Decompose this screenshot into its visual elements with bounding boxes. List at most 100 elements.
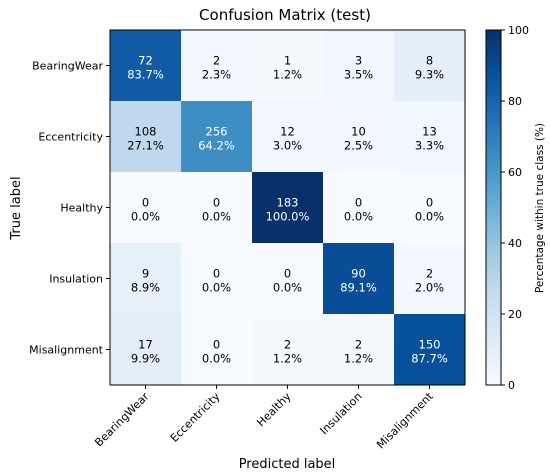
cell-percent-label: 89.1%	[340, 281, 377, 295]
cell-count-label: 12	[280, 125, 295, 139]
colorbar-tick-label: 40	[508, 237, 522, 250]
cell-percent-label: 83.7%	[127, 68, 164, 82]
x-tick-label: BearingWear	[92, 390, 152, 450]
cell-count-label: 2	[213, 54, 220, 68]
y-tick-label: BearingWear	[32, 60, 103, 73]
heatmap-cells	[110, 30, 466, 386]
colorbar: 0 20 40 60 80 100	[485, 24, 529, 392]
heatmap-cell	[394, 172, 466, 244]
heatmap-cell	[110, 30, 182, 102]
cell-percent-label: 2.5%	[344, 139, 373, 153]
cell-percent-label: 8.9%	[131, 281, 160, 295]
heatmap-cell	[252, 314, 324, 386]
cell-count-label: 72	[138, 54, 153, 68]
cell-percent-label: 27.1%	[127, 139, 164, 153]
cell-count-label: 17	[138, 338, 153, 352]
cell-count-label: 183	[277, 196, 299, 210]
cell-percent-label: 1.2%	[273, 352, 302, 366]
heatmap-cell	[252, 30, 324, 102]
cell-percent-label: 0.0%	[344, 210, 373, 224]
colorbar-tick-label: 60	[508, 166, 522, 179]
heatmap-cell	[181, 243, 253, 315]
cell-count-label: 8	[426, 54, 433, 68]
heatmap-cell	[110, 243, 182, 315]
cell-count-label: 2	[355, 338, 362, 352]
y-tick-label: Misalignment	[29, 344, 104, 357]
cell-percent-label: 1.2%	[344, 352, 373, 366]
cell-count-label: 0	[213, 338, 220, 352]
cell-count-label: 0	[213, 267, 220, 281]
cell-percent-label: 0.0%	[202, 210, 231, 224]
heatmap-cell	[323, 101, 395, 173]
heatmap-cell	[323, 314, 395, 386]
cell-percent-label: 64.2%	[198, 139, 235, 153]
plot-frame	[109, 29, 466, 386]
heatmap-cell	[252, 243, 324, 315]
heatmap-cell	[252, 172, 324, 244]
cell-percent-label: 87.7%	[411, 352, 448, 366]
cell-percent-label: 3.5%	[344, 68, 373, 82]
heatmap-cell	[252, 101, 324, 173]
heatmap-cell	[110, 314, 182, 386]
colorbar-tick-label: 100	[508, 24, 529, 37]
cell-percent-label: 9.3%	[415, 68, 444, 82]
heatmap-cell	[110, 101, 182, 173]
cell-percent-label: 0.0%	[273, 281, 302, 295]
cell-count-label: 256	[206, 125, 228, 139]
chart-title: Confusion Matrix (test)	[199, 6, 371, 24]
cell-count-label: 13	[422, 125, 437, 139]
cell-count-label: 90	[351, 267, 366, 281]
cell-percent-label: 2.3%	[202, 68, 231, 82]
cell-percent-label: 2.0%	[415, 281, 444, 295]
cell-count-label: 0	[426, 196, 433, 210]
cell-count-label: 3	[355, 54, 362, 68]
x-tick-label: Eccentricity	[168, 390, 223, 445]
heatmap-cell	[394, 314, 466, 386]
cell-count-label: 9	[142, 267, 149, 281]
cell-count-label: 0	[213, 196, 220, 210]
heatmap-cell	[181, 172, 253, 244]
colorbar-tick-label: 80	[508, 95, 522, 108]
cell-count-label: 1	[284, 54, 291, 68]
heatmap-cell	[323, 172, 395, 244]
cell-percent-label: 1.2%	[273, 68, 302, 82]
cell-percent-label: 0.0%	[131, 210, 160, 224]
cell-count-label: 108	[135, 125, 157, 139]
cell-count-label: 150	[419, 338, 441, 352]
cell-percent-label: 9.9%	[131, 352, 160, 366]
heatmap-cell	[181, 314, 253, 386]
heatmap-cell	[394, 243, 466, 315]
x-axis-ticks: BearingWear Eccentricity Healthy Insulation…	[92, 385, 436, 451]
cell-count-label: 10	[351, 125, 366, 139]
x-axis-label: Predicted label	[239, 457, 336, 472]
heatmap-cell	[323, 30, 395, 102]
heatmap-cell	[323, 243, 395, 315]
heatmap-cell	[181, 101, 253, 173]
cell-percent-label: 0.0%	[415, 210, 444, 224]
heatmap-cell	[394, 30, 466, 102]
cell-percent-label: 0.0%	[202, 352, 231, 366]
cell-count-label: 2	[426, 267, 433, 281]
cell-count-label: 0	[142, 196, 149, 210]
cell-percent-label: 100.0%	[266, 210, 310, 224]
y-tick-label: Insulation	[49, 273, 103, 286]
cell-labels: 7283.7%22.3%11.2%33.5%89.3%10827.1%25664…	[127, 54, 448, 366]
y-axis-label: True label	[9, 176, 24, 240]
cell-percent-label: 0.0%	[202, 281, 231, 295]
cell-percent-label: 3.3%	[415, 139, 444, 153]
y-tick-label: Eccentricity	[38, 131, 103, 144]
y-axis-ticks: BearingWear Eccentricity Healthy Insulation…	[29, 60, 110, 357]
heatmap-cell	[110, 172, 182, 244]
cell-count-label: 0	[284, 267, 291, 281]
colorbar-gradient	[485, 29, 502, 386]
x-tick-label: Misalignment	[374, 389, 436, 451]
x-tick-label: Healthy	[254, 390, 294, 430]
colorbar-label: Percentage within true class (%)	[534, 123, 546, 293]
heatmap-cell	[394, 101, 466, 173]
cell-percent-label: 3.0%	[273, 139, 302, 153]
colorbar-tick-label: 20	[508, 308, 522, 321]
heatmap-cell	[181, 30, 253, 102]
cell-count-label: 0	[355, 196, 362, 210]
y-tick-label: Healthy	[60, 202, 103, 215]
